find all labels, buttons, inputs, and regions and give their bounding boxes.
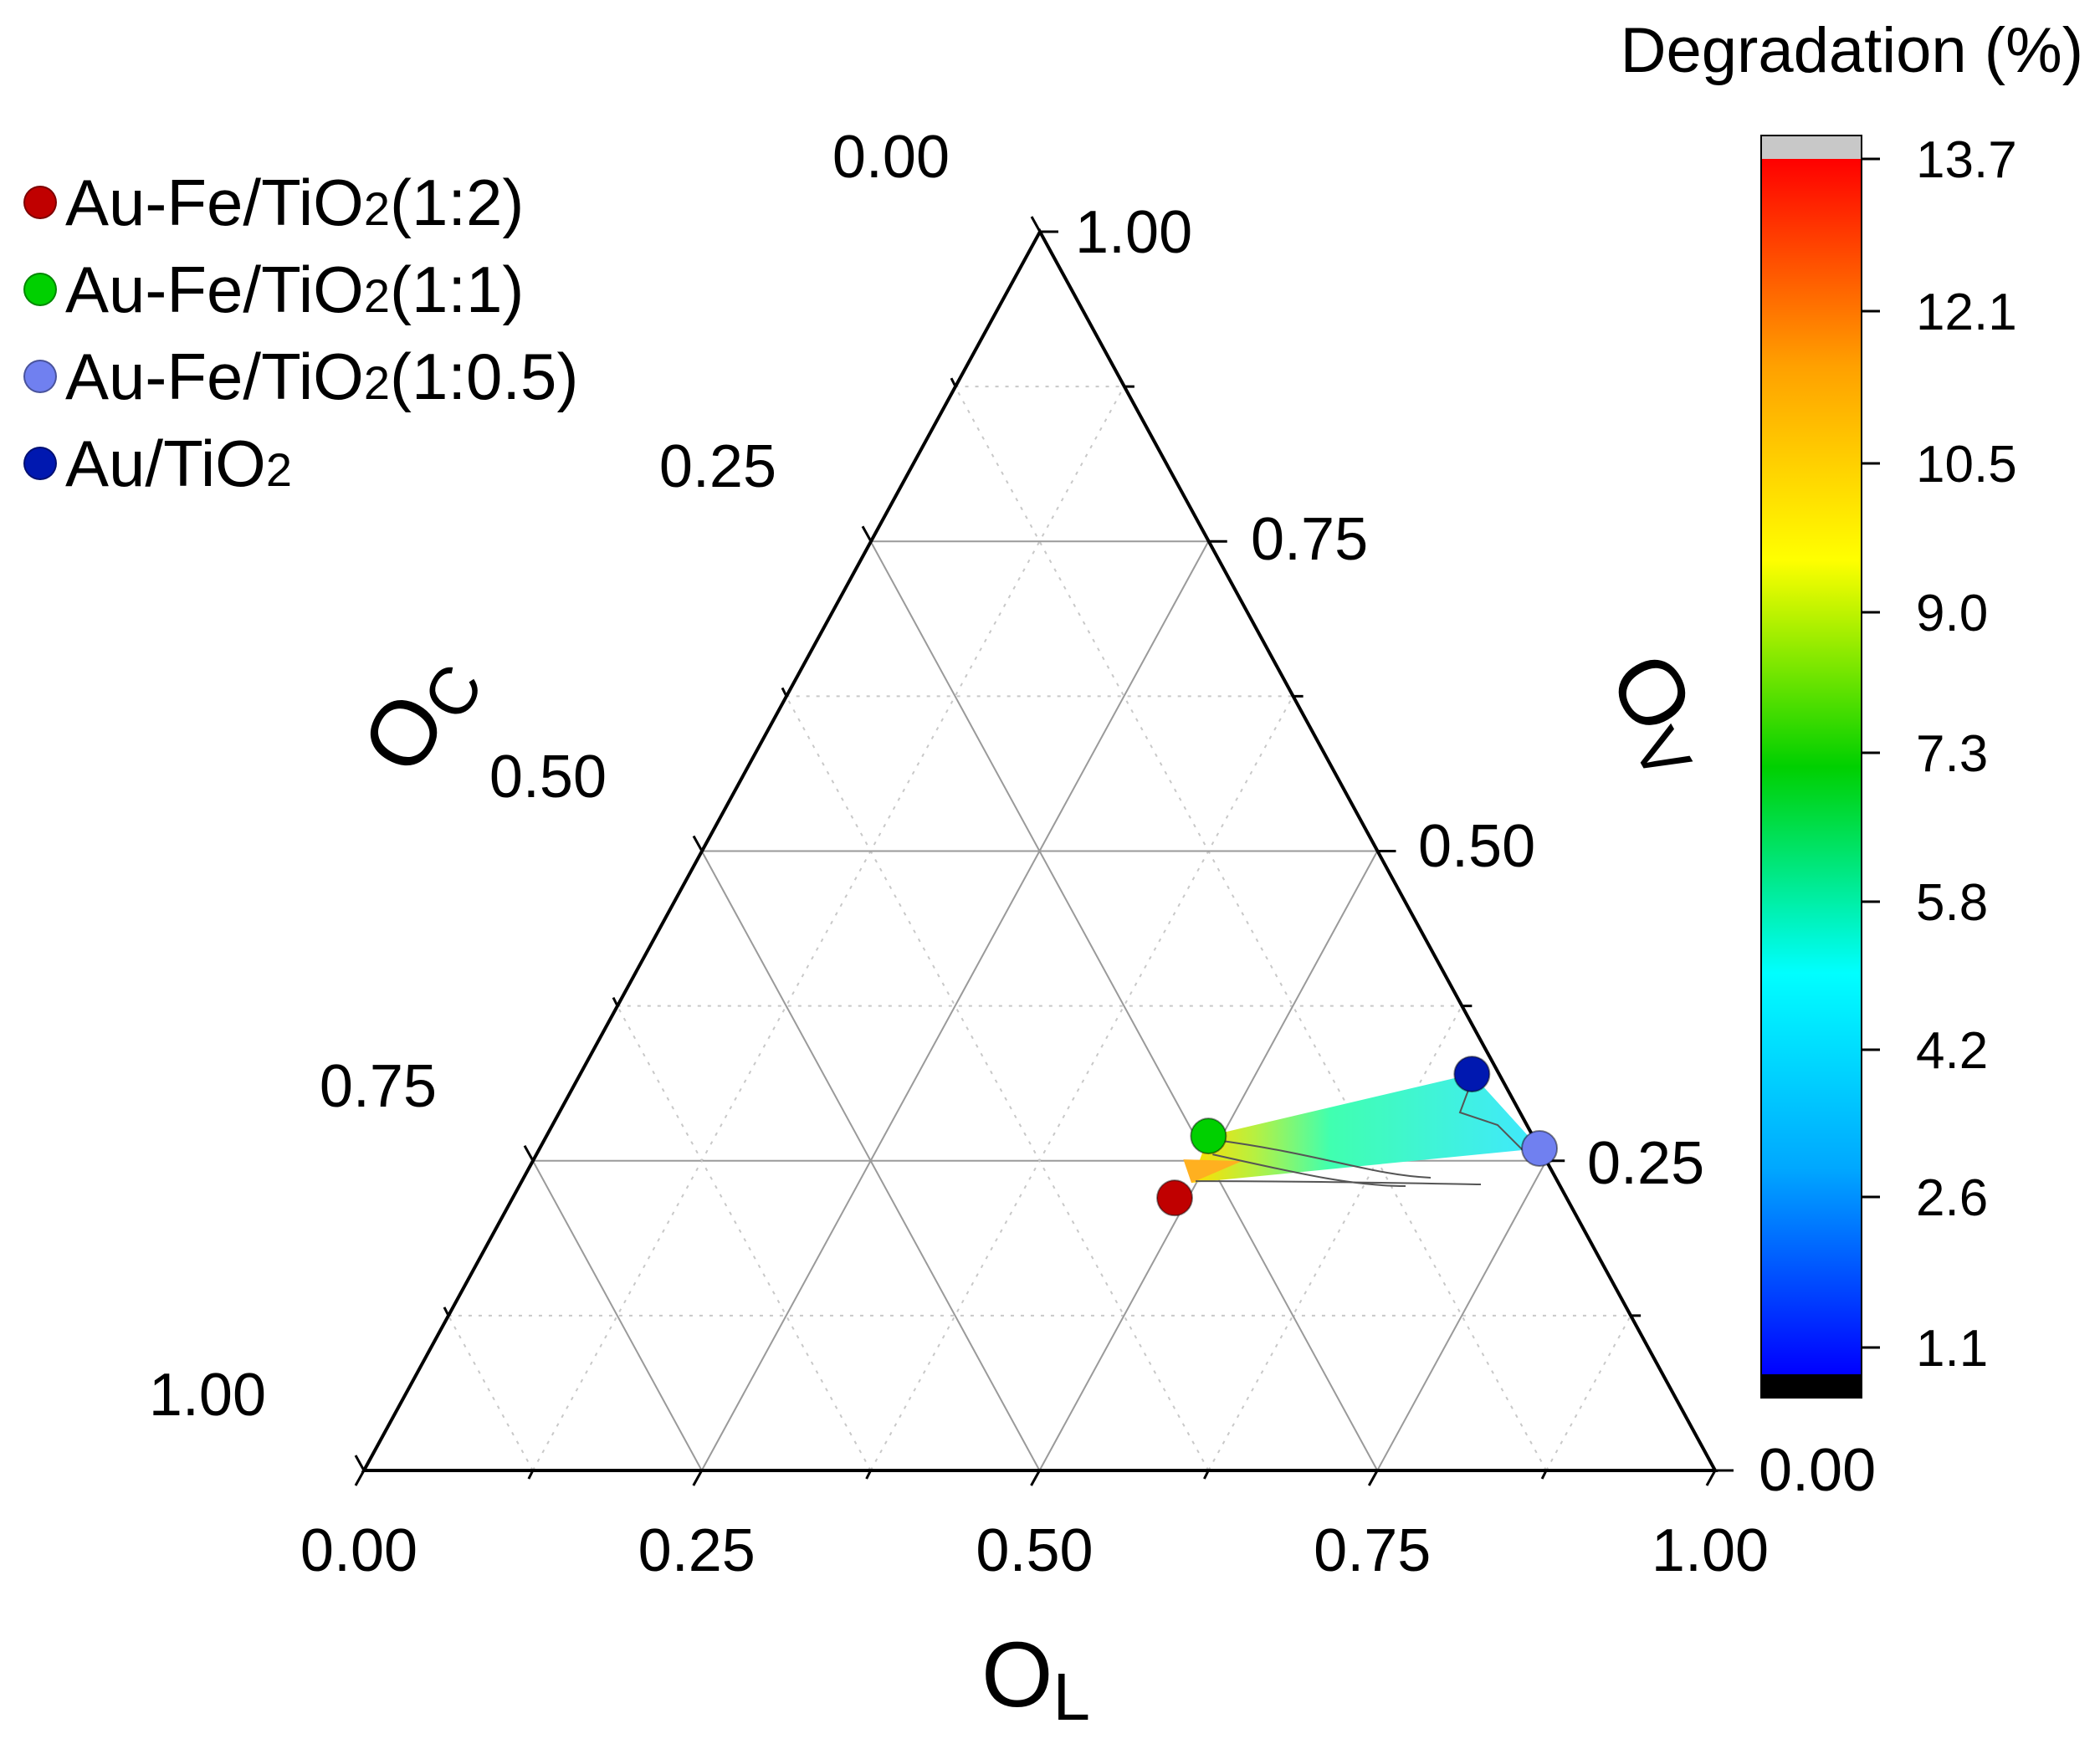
axis-tick-labels: 0.00 0.25 0.50 0.75 1.00 1.00 0.75 0.50 0.25 0.00… xyxy=(149,124,1876,1584)
tick-bottom xyxy=(865,1470,872,1480)
colorbar-tick-label: 2.6 xyxy=(1916,1169,1988,1227)
grid-line-ol xyxy=(1545,1315,1631,1471)
axis-title-oc: OC xyxy=(341,634,497,793)
legend-label: Au/TiO2 xyxy=(65,426,292,500)
tick-label-left: 1.00 xyxy=(149,1362,266,1429)
colorbar-tick-label: 10.5 xyxy=(1916,436,2017,494)
axis-ticks xyxy=(354,216,1734,1486)
grid-line-ol xyxy=(700,540,1210,1471)
grid-line-ol xyxy=(1207,1005,1463,1471)
colorbar-overflow xyxy=(1761,136,1862,159)
tick-left xyxy=(443,1307,450,1317)
tick-label-bottom: 0.50 xyxy=(976,1517,1093,1584)
grid-line-oc xyxy=(869,540,1379,1471)
tick-label-left: 0.50 xyxy=(489,744,607,811)
tick-bottom xyxy=(1705,1470,1717,1486)
data-point xyxy=(1453,1056,1491,1093)
tick-label-right: 1.00 xyxy=(1075,199,1192,266)
legend-marker xyxy=(23,360,57,393)
tick-label-left: 0.75 xyxy=(320,1053,437,1120)
tick-label-bottom: 0.25 xyxy=(638,1517,755,1584)
legend-marker xyxy=(23,273,57,306)
tick-left xyxy=(781,687,788,698)
tick-left xyxy=(1030,216,1042,233)
tick-bottom xyxy=(354,1470,366,1486)
legend-item: Au/TiO2 xyxy=(23,420,578,507)
colorbar-tick-label: 9.0 xyxy=(1916,585,1988,642)
data-point xyxy=(1156,1179,1193,1217)
axis-title-ol: OL xyxy=(981,1624,1090,1734)
contour-line xyxy=(1195,1180,1482,1185)
contour-fill xyxy=(1183,1074,1540,1187)
tick-label-bottom: 0.75 xyxy=(1314,1517,1431,1584)
colorbar-title: Degradation (%) xyxy=(1621,15,2083,86)
data-points xyxy=(1156,1056,1559,1217)
grid-line-ol xyxy=(869,695,1294,1471)
tick-left xyxy=(692,835,704,852)
colorbar-tick-label: 12.1 xyxy=(1916,284,2017,341)
tick-label-right: 0.00 xyxy=(1759,1437,1876,1504)
grid-lines xyxy=(448,386,1631,1471)
tick-label-right: 0.50 xyxy=(1418,813,1535,880)
axis-title-ov: OV xyxy=(1583,636,1737,792)
tick-label-bottom: 1.00 xyxy=(1652,1517,1769,1584)
tick-left xyxy=(861,525,873,542)
colorbar: 13.7 12.1 10.5 9.0 7.3 5.8 4.2 2.6 1.1 Degradatio… xyxy=(1621,15,2083,1399)
colorbar-border xyxy=(1760,135,1862,1399)
tick-bottom xyxy=(692,1470,704,1486)
legend: Au-Fe/TiO2(1:2) Au-Fe/TiO2(1:1) Au-Fe/TiO2… xyxy=(23,159,578,507)
grid-line-oc xyxy=(448,1315,534,1471)
legend-item: Au-Fe/TiO2(1:0.5) xyxy=(23,333,578,420)
tick-label-left: 0.00 xyxy=(832,124,950,191)
data-point xyxy=(1521,1129,1559,1167)
tick-bottom xyxy=(1030,1470,1041,1486)
tick-label-left: 0.25 xyxy=(659,433,776,500)
tick-label-bottom: 0.00 xyxy=(300,1517,417,1584)
tick-bottom xyxy=(527,1470,535,1480)
contour-line xyxy=(1212,1153,1406,1187)
grid-line-oc xyxy=(700,851,1041,1471)
tick-label-right: 0.25 xyxy=(1587,1130,1704,1197)
legend-item: Au-Fe/TiO2(1:2) xyxy=(23,159,578,246)
contour-line xyxy=(1216,1139,1432,1179)
tick-left xyxy=(354,1455,366,1471)
tick-left xyxy=(950,377,957,387)
grid-line-oc xyxy=(616,1005,872,1471)
legend-label: Au-Fe/TiO2(1:2) xyxy=(65,165,525,239)
tick-bottom xyxy=(1203,1470,1210,1480)
colorbar-tick-label: 5.8 xyxy=(1916,874,1988,932)
colorbar-tick-label: 1.1 xyxy=(1916,1320,1988,1378)
tick-bottom xyxy=(1540,1470,1548,1480)
contour-high-region xyxy=(1183,1159,1242,1184)
grid-line-oc xyxy=(785,695,1210,1471)
tick-left xyxy=(612,996,619,1007)
legend-marker xyxy=(23,186,57,219)
tick-bottom xyxy=(1367,1470,1379,1486)
colorbar-tick-label: 13.7 xyxy=(1916,131,2017,189)
grid-line-ol xyxy=(1376,1160,1548,1471)
data-point xyxy=(1190,1117,1227,1155)
legend-item: Au-Fe/TiO2(1:1) xyxy=(23,246,578,333)
colorbar-tick-label: 7.3 xyxy=(1916,725,1988,783)
tick-label-right: 0.75 xyxy=(1251,506,1368,573)
grid-line-oc xyxy=(531,1160,703,1471)
contour-region xyxy=(1191,1074,1540,1184)
colorbar-underflow xyxy=(1761,1374,1862,1398)
legend-marker xyxy=(23,447,57,480)
legend-label: Au-Fe/TiO2(1:1) xyxy=(65,252,525,326)
legend-label: Au-Fe/TiO2(1:0.5) xyxy=(65,339,579,413)
colorbar-gradient xyxy=(1761,159,1862,1374)
tick-left xyxy=(523,1145,535,1162)
colorbar-tick-label: 4.2 xyxy=(1916,1022,1988,1080)
grid-line-ol xyxy=(531,386,1125,1471)
